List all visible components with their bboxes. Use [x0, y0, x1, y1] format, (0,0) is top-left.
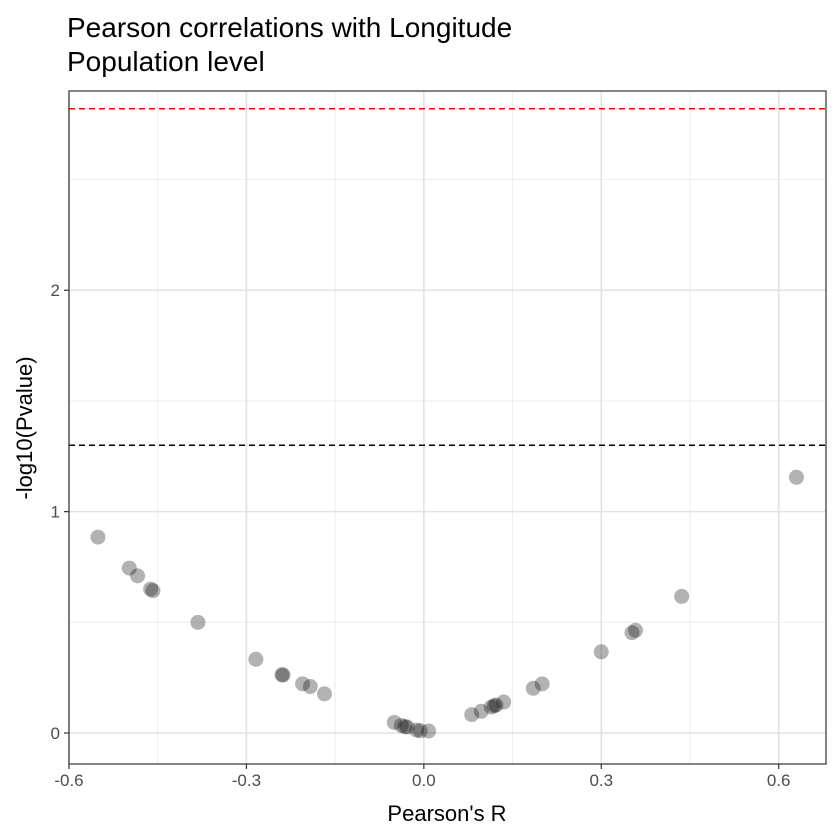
- data-point: [316, 686, 332, 702]
- x-axis-label: Pearson's R: [387, 801, 506, 826]
- data-point: [593, 644, 609, 660]
- data-point: [421, 723, 437, 739]
- data-point: [274, 667, 290, 683]
- data-point: [483, 699, 499, 715]
- data-point: [412, 723, 428, 739]
- data-point: [397, 719, 413, 735]
- x-tick-label: 0.6: [767, 771, 791, 790]
- data-point: [496, 694, 512, 710]
- data-point: [409, 722, 425, 738]
- data-point: [393, 717, 409, 733]
- x-tick-label: -0.3: [232, 771, 261, 790]
- axis-ticks: -0.6 -0.3 0.0 0.3 0.6 0 1 2: [51, 281, 791, 790]
- chart-subtitle: Population level: [67, 46, 265, 77]
- data-point: [486, 698, 502, 714]
- plot-border: [68, 90, 827, 765]
- data-point: [628, 622, 644, 638]
- data-point: [145, 583, 161, 599]
- x-tick-label: 0.3: [589, 771, 613, 790]
- data-point: [90, 529, 106, 545]
- data-point: [386, 714, 402, 730]
- data-point: [399, 719, 415, 735]
- plot-background: [69, 91, 826, 764]
- data-point: [525, 680, 541, 696]
- y-axis-label: -log10(Pvalue): [12, 356, 37, 499]
- data-point: [473, 703, 489, 719]
- reference-lines: [69, 107, 826, 446]
- data-point: [674, 588, 690, 604]
- grid: [68, 91, 826, 764]
- data-point: [624, 625, 640, 641]
- data-point: [488, 697, 504, 713]
- data-point: [143, 581, 159, 597]
- x-tick-label: 0.0: [412, 771, 436, 790]
- data-point: [788, 469, 804, 485]
- data-point: [464, 707, 480, 723]
- y-tick-label: 2: [51, 281, 60, 300]
- data-point: [302, 679, 318, 695]
- data-points: [90, 469, 804, 739]
- data-point: [121, 560, 137, 576]
- x-tick-label: -0.6: [54, 771, 83, 790]
- chart-title: Pearson correlations with Longitude: [67, 12, 512, 43]
- data-point: [130, 568, 146, 584]
- data-point: [275, 667, 291, 683]
- data-point: [295, 676, 311, 692]
- data-point: [248, 651, 264, 667]
- y-tick-label: 0: [51, 724, 60, 743]
- data-point: [534, 676, 550, 692]
- y-tick-label: 1: [51, 503, 60, 522]
- data-point: [190, 614, 206, 630]
